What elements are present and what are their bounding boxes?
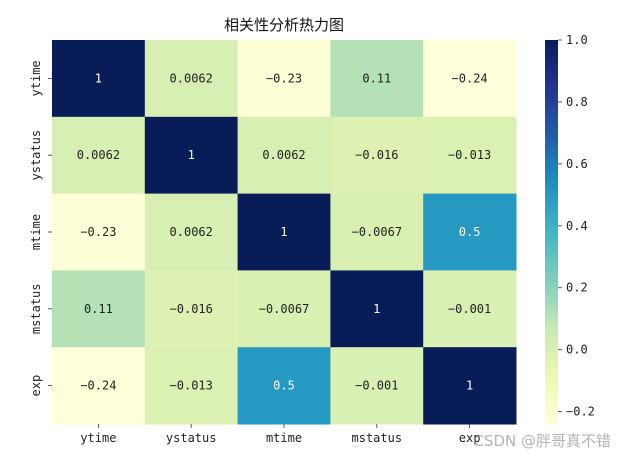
heatmap-cell <box>237 347 331 425</box>
colorbar-tick-label: 0.6 <box>566 157 588 171</box>
heatmap-cell <box>52 40 146 118</box>
cell-annotation: 0.0062 <box>262 148 305 162</box>
cell-annotation: −0.013 <box>448 148 491 162</box>
heatmap-cell <box>330 116 424 195</box>
heatmap-cell <box>144 270 239 348</box>
heatmap-cell <box>330 193 424 271</box>
cell-annotation: 0.5 <box>273 379 295 393</box>
cell-annotation: 1 <box>466 379 473 393</box>
colorbar-tick-label: 0.0 <box>566 343 588 357</box>
heatmap-cell <box>423 193 517 271</box>
heatmap-cell <box>423 347 517 425</box>
cell-annotation: 0.0062 <box>170 71 213 85</box>
y-tick-label: exp <box>29 375 43 397</box>
chart-title: 相关性分析热力图 <box>224 16 344 34</box>
heatmap-cell <box>330 270 424 348</box>
cell-annotation: 1 <box>280 225 287 239</box>
colorbar-tick-label: 0.2 <box>566 281 588 295</box>
cell-annotation: −0.24 <box>452 71 488 85</box>
x-tick-label: ystatus <box>166 431 217 445</box>
heatmap-cell <box>237 116 331 195</box>
heatmap-cell <box>423 270 517 348</box>
colorbar-tick-label: −0.2 <box>566 405 595 419</box>
cell-annotation: 0.11 <box>362 71 391 85</box>
x-tick-label: ytime <box>80 431 116 445</box>
heatmap-cell <box>237 40 331 118</box>
heatmap-cell <box>52 116 146 195</box>
cell-annotation: 0.0062 <box>77 148 120 162</box>
cell-annotation: −0.23 <box>80 225 116 239</box>
y-tick-label: ystatus <box>29 130 43 181</box>
heatmap-cell <box>423 40 517 118</box>
cell-annotation: −0.24 <box>80 379 116 393</box>
y-tick-label: mstatus <box>29 284 43 335</box>
heatmap-cell <box>423 116 517 195</box>
heatmap-cell <box>144 116 239 195</box>
heatmap-cell <box>237 270 331 348</box>
colorbar-tick-label: 1.0 <box>566 33 588 47</box>
x-tick-label: exp <box>459 431 481 445</box>
cell-annotation: −0.001 <box>448 302 491 316</box>
cell-annotation: 1 <box>373 302 380 316</box>
x-tick-label: mstatus <box>352 431 403 445</box>
cell-annotation: 0.5 <box>459 225 481 239</box>
cell-annotation: 0.0062 <box>170 225 213 239</box>
heatmap-cell <box>237 193 331 271</box>
y-tick-label: mtime <box>29 214 43 250</box>
cell-annotation: −0.001 <box>355 379 398 393</box>
cell-annotation: −0.0067 <box>352 225 403 239</box>
cell-annotation: −0.016 <box>170 302 213 316</box>
cell-annotation: −0.013 <box>170 379 213 393</box>
cell-annotation: −0.0067 <box>259 302 310 316</box>
colorbar-tick-label: 0.8 <box>566 95 588 109</box>
x-tick-label: mtime <box>266 431 302 445</box>
cell-annotation: −0.23 <box>266 71 302 85</box>
heatmap-cell <box>52 347 146 425</box>
cell-annotation: −0.016 <box>355 148 398 162</box>
cell-annotation: 1 <box>188 148 195 162</box>
cell-annotation: 0.11 <box>84 302 113 316</box>
watermark: CSDN @胖哥真不错 <box>473 432 611 450</box>
heatmap-cell <box>144 40 239 118</box>
heatmap-cell <box>144 193 239 271</box>
colorbar <box>545 40 558 424</box>
heatmap-cell <box>52 270 146 348</box>
heatmap-cell <box>330 40 424 118</box>
colorbar-tick-label: 0.4 <box>566 219 588 233</box>
heatmap-cell <box>52 193 146 271</box>
y-tick-label: ytime <box>29 60 43 96</box>
heatmap-cell <box>144 347 239 425</box>
cell-annotation: 1 <box>95 71 102 85</box>
heatmap-cell <box>330 347 424 425</box>
